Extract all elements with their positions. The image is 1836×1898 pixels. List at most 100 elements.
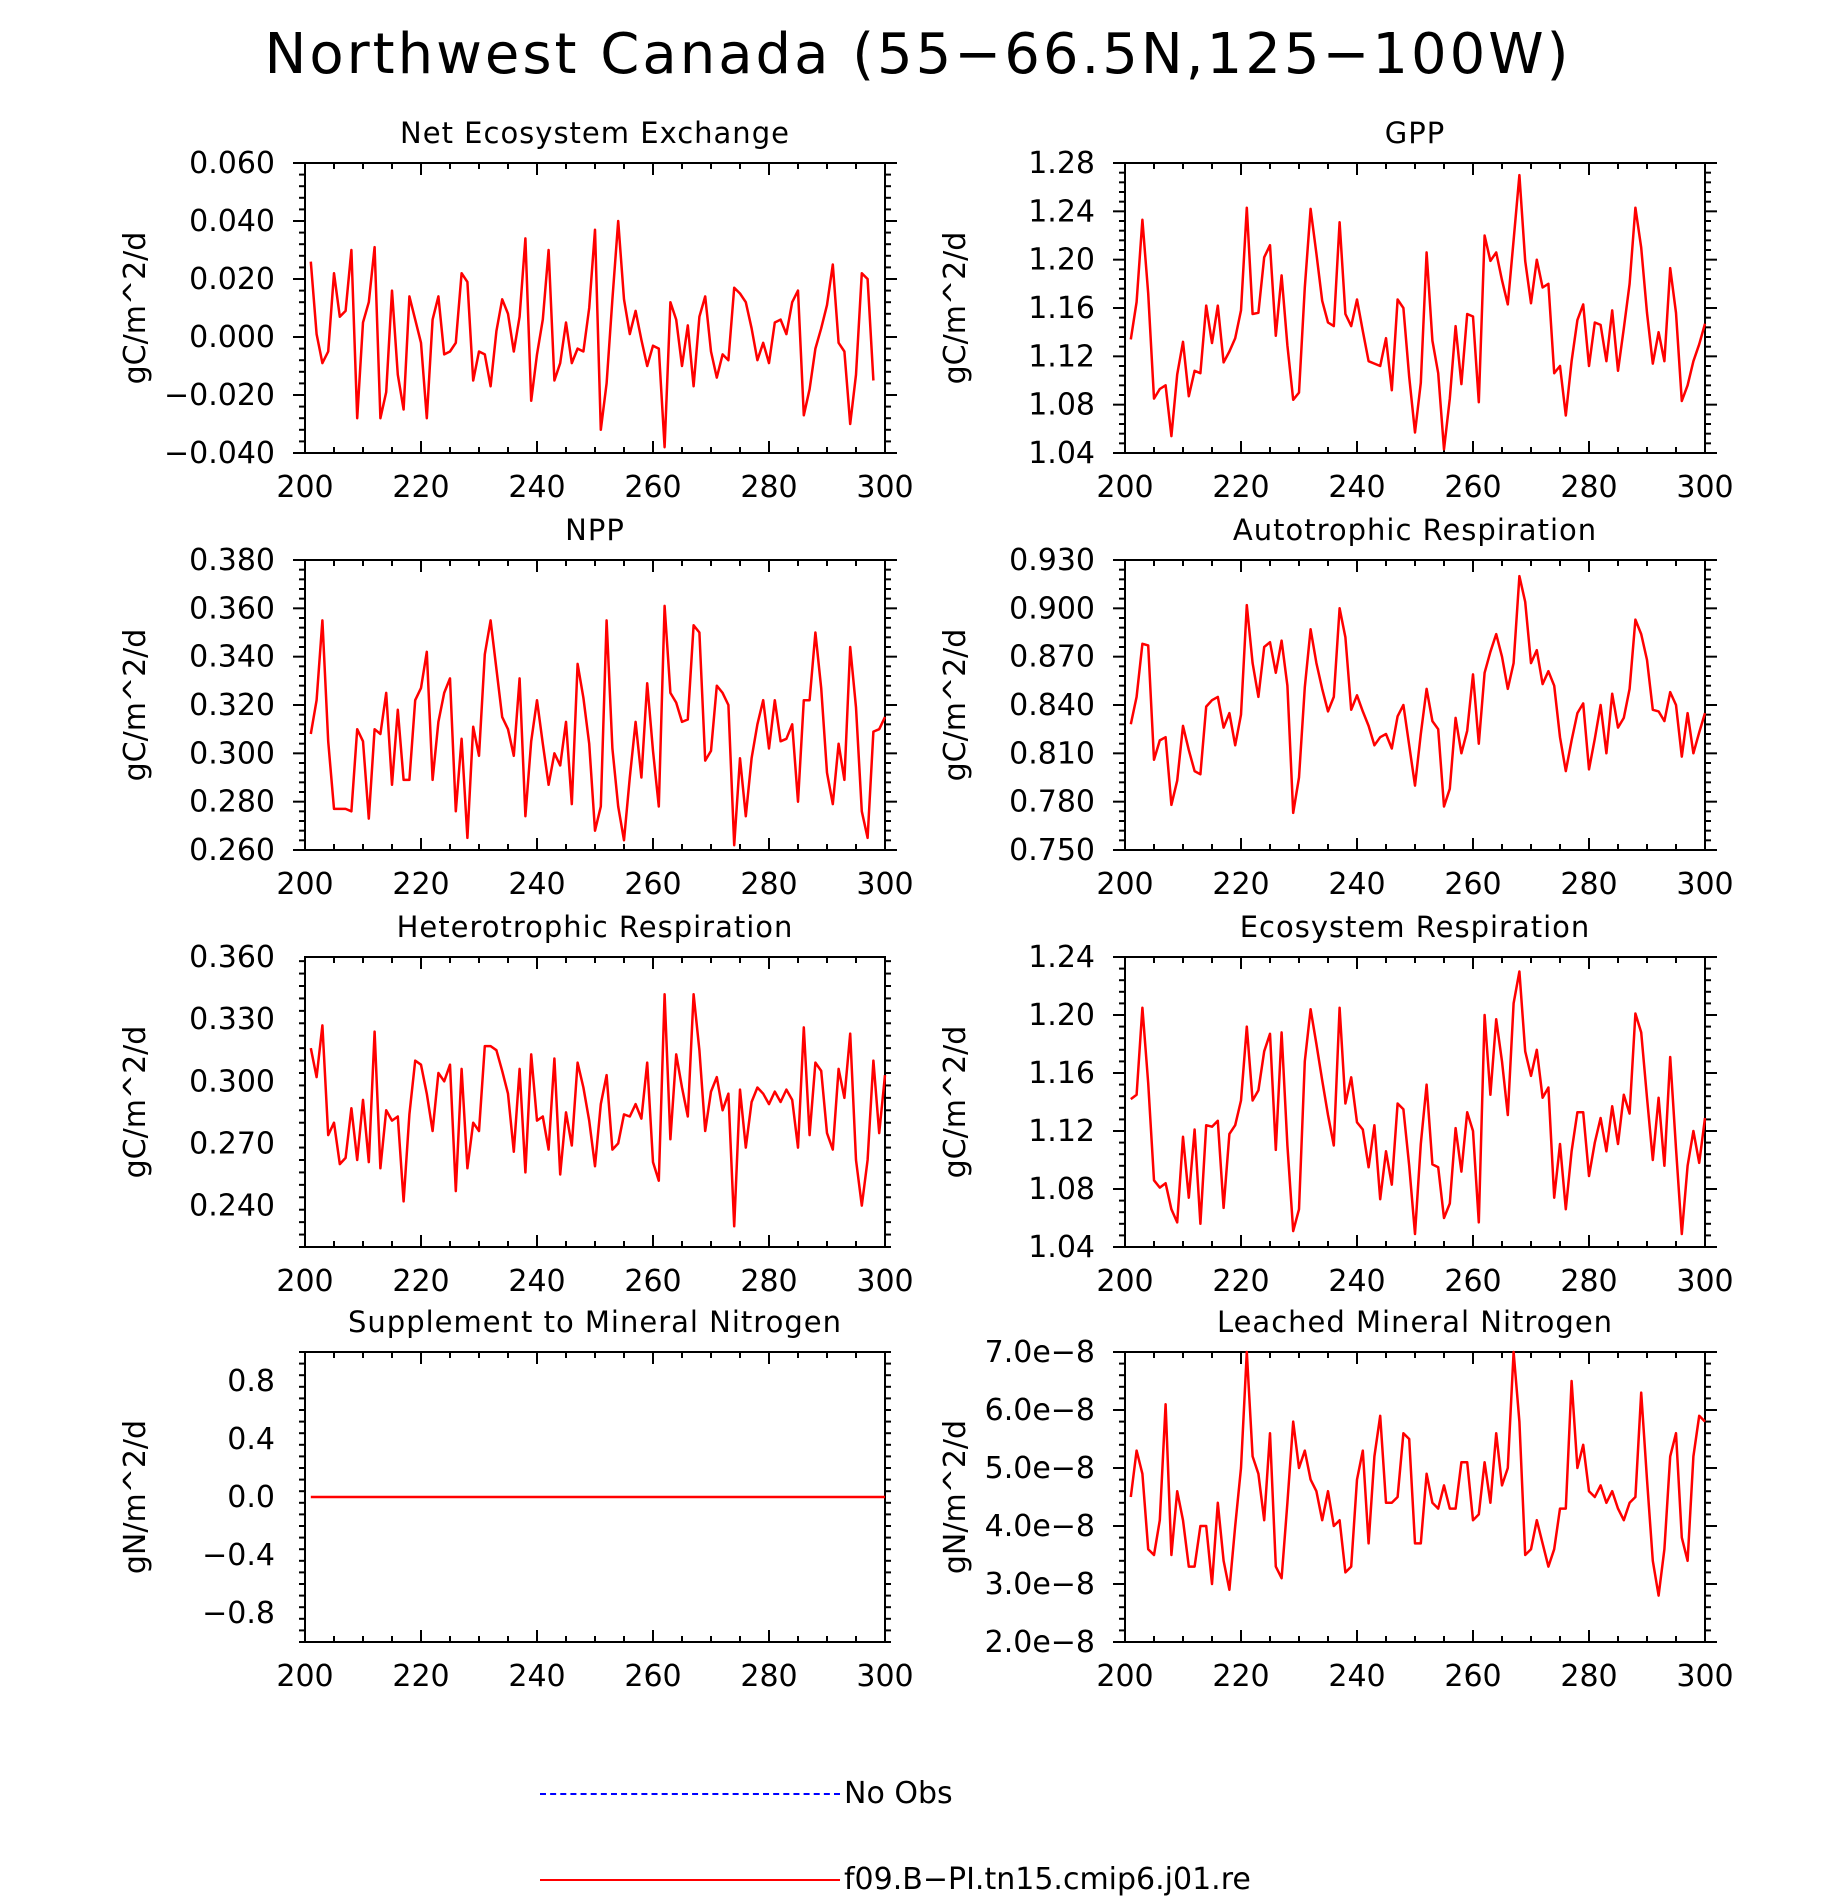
y-tick-label: 1.28 [1028,146,1095,181]
x-tick-label: 300 [1676,470,1733,505]
x-tick-label: 300 [1676,1659,1733,1694]
y-tick-label: 1.12 [1028,339,1095,374]
y-tick-label: 1.16 [1028,291,1095,326]
y-tick-label: 1.20 [1028,243,1095,278]
x-tick-label: 240 [508,867,565,902]
x-tick-label: 260 [1444,1659,1501,1694]
plot-frame [1124,559,1706,851]
y-tick-label: 1.08 [1028,1172,1095,1207]
y-tick-label: 1.24 [1028,194,1095,229]
panel-title: Supplement to Mineral Nitrogen [348,1305,842,1339]
y-tick-label: 0.360 [189,940,275,975]
y-tick-label: −0.040 [164,436,275,471]
x-tick-label: 300 [856,1659,913,1694]
x-tick-label: 260 [624,470,681,505]
y-tick-label: 1.12 [1028,1114,1095,1149]
x-tick-label: 240 [1328,1659,1385,1694]
y-axis-label: gC/m^2/d [118,629,153,782]
y-tick-label: −0.4 [202,1538,275,1573]
y-tick-label: 6.0e−8 [985,1393,1095,1428]
series-line [1129,574,1707,815]
y-tick-label: 0.840 [1009,688,1095,723]
x-tick-label: 260 [1444,867,1501,902]
x-tick-label: 280 [1560,470,1617,505]
y-tick-label: 0.870 [1009,640,1095,675]
plot-frame [1124,162,1706,454]
y-tick-label: 0.300 [189,736,275,771]
y-tick-label: 0.750 [1009,833,1095,868]
x-tick-label: 220 [1212,470,1269,505]
x-tick-label: 220 [392,1659,449,1694]
y-tick-label: 0.810 [1009,736,1095,771]
y-tick-label: −0.020 [164,378,275,413]
y-tick-label: 2.0e−8 [985,1625,1095,1660]
plot-frame [304,559,886,851]
y-tick-label: 3.0e−8 [985,1567,1095,1602]
x-tick-label: 200 [276,1264,333,1299]
x-tick-label: 300 [856,867,913,902]
series-line [1129,173,1707,451]
y-tick-label: 0.320 [189,688,275,723]
x-tick-label: 200 [1096,470,1153,505]
panel-7: Supplement to Mineral Nitrogen gN/m^2/d 20… [118,1305,914,1694]
y-tick-label: 0.060 [189,146,275,181]
panel-4: Autotrophic Respiration gC/m^2/d 200 220 240… [938,513,1734,902]
x-tick-label: 260 [624,867,681,902]
legend-swatch-obs [540,1792,840,1795]
panel-title: Autotrophic Respiration [1233,513,1597,547]
y-tick-label: 5.0e−8 [985,1451,1095,1486]
y-tick-label: 0.270 [189,1126,275,1161]
panel-title: Heterotrophic Respiration [397,910,794,944]
x-tick-label: 240 [508,1264,565,1299]
plot-frame [1124,1351,1706,1643]
panel-5: Heterotrophic Respiration gC/m^2/d 200 220 2… [118,910,914,1299]
x-tick-label: 220 [392,1264,449,1299]
legend-swatch-model [540,1878,840,1881]
panel-2: GPP gC/m^2/d 200 220 240 260 280 300 1.04 1.08 1.1… [938,116,1734,505]
y-tick-label: 0.780 [1009,785,1095,820]
x-tick-label: 260 [624,1659,681,1694]
y-axis-label: gC/m^2/d [118,232,153,385]
panel-title: NPP [565,513,625,547]
y-tick-label: 1.24 [1028,940,1095,975]
plot-frame [1124,956,1706,1248]
x-tick-label: 280 [740,470,797,505]
series-line [309,604,887,847]
x-tick-label: 200 [276,867,333,902]
y-tick-label: 1.04 [1028,1230,1095,1265]
y-tick-label: 0.0 [227,1480,275,1515]
y-axis-label: gC/m^2/d [938,629,973,782]
x-tick-label: 280 [740,1659,797,1694]
series-line [309,993,887,1228]
x-tick-label: 280 [740,1264,797,1299]
x-tick-label: 220 [1212,1264,1269,1299]
x-tick-label: 220 [392,867,449,902]
panel-title: Leached Mineral Nitrogen [1217,1305,1613,1339]
x-tick-label: 280 [740,867,797,902]
figure-title: Northwest Canada (55−66.5N,125−100W) [264,22,1572,87]
panel-3: NPP gC/m^2/d 200 220 240 260 280 300 0.260 0.280 0… [118,513,914,902]
panel-title: Net Ecosystem Exchange [400,116,790,150]
y-tick-label: 0.260 [189,833,275,868]
y-tick-label: 1.16 [1028,1056,1095,1091]
y-tick-label: 0.300 [189,1064,275,1099]
x-tick-label: 220 [1212,867,1269,902]
y-tick-label: 0.000 [189,320,275,355]
y-tick-label: 0.360 [189,591,275,626]
y-tick-label: 1.08 [1028,388,1095,423]
x-tick-label: 200 [1096,1264,1153,1299]
series-line [1130,970,1707,1236]
y-tick-label: 0.4 [227,1422,275,1457]
x-tick-label: 300 [856,1264,913,1299]
y-tick-label: 4.0e−8 [985,1509,1095,1544]
series-line [309,219,875,449]
x-tick-label: 200 [276,1659,333,1694]
y-tick-label: 0.8 [227,1364,275,1399]
series-line [1129,1350,1706,1597]
x-tick-label: 240 [1328,1264,1385,1299]
x-tick-label: 240 [508,470,565,505]
legend-label-model: f09.B−PI.tn15.cmip6.j01.re [844,1862,1251,1897]
x-tick-label: 280 [1560,1659,1617,1694]
panel-title: GPP [1385,116,1445,150]
